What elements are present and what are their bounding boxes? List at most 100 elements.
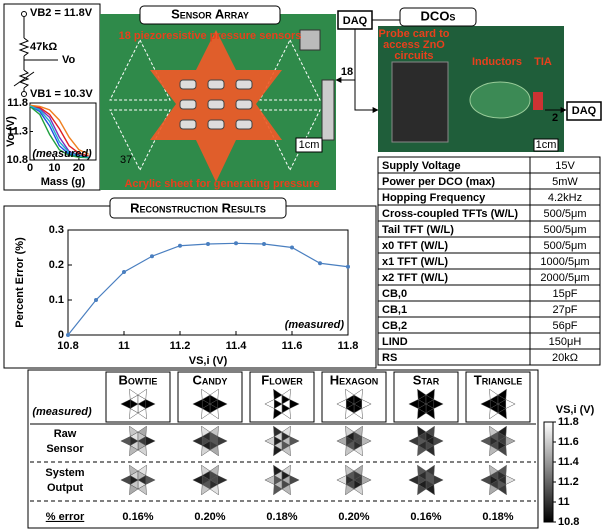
data-point bbox=[178, 244, 182, 248]
colorbar-tick-label: 10.8 bbox=[558, 516, 579, 528]
error-value: 0.16% bbox=[410, 511, 441, 523]
spec-value: 500/5μm bbox=[543, 208, 586, 220]
spec-value: 500/5μm bbox=[543, 240, 586, 252]
y-tick-label: 11.8 bbox=[7, 97, 28, 109]
x-tick-label: 0 bbox=[27, 162, 33, 174]
column-header: Candy bbox=[193, 372, 228, 387]
inset-annotation: (measured) bbox=[32, 148, 92, 160]
spec-value: 15pF bbox=[552, 288, 577, 300]
spec-name: Hopping Frequency bbox=[382, 192, 486, 204]
tia bbox=[533, 92, 543, 110]
figure: Sensor Array 18 piezoresistive pressure s… bbox=[0, 0, 604, 530]
row-header: Raw bbox=[54, 428, 77, 440]
chart-title: Reconstruction Results bbox=[130, 200, 266, 215]
spec-name: CB,1 bbox=[382, 304, 407, 316]
spec-name: LIND bbox=[382, 336, 408, 348]
colorbar bbox=[544, 422, 553, 522]
colorbar-tick-label: 11.8 bbox=[558, 416, 579, 428]
x-tick-label: 10 bbox=[48, 162, 60, 174]
data-point bbox=[318, 261, 322, 265]
y-tick-label: 0.1 bbox=[49, 294, 64, 306]
tia-label: TIA bbox=[534, 56, 552, 68]
inductor-board bbox=[470, 82, 530, 118]
spec-name: x1 TFT (W/L) bbox=[382, 256, 448, 268]
spec-value: 56pF bbox=[552, 320, 577, 332]
inductors-label: Inductors bbox=[472, 56, 522, 68]
bus-width: 18 bbox=[341, 66, 353, 78]
bus-arrow bbox=[355, 80, 378, 110]
colorbar-label: VS,i (V) bbox=[556, 404, 595, 416]
colorbar-tick-label: 11.2 bbox=[558, 476, 579, 488]
output-width: 2 bbox=[552, 112, 558, 124]
x-tick-label: 11.2 bbox=[170, 340, 191, 352]
data-point bbox=[66, 333, 70, 337]
acrylic-label: Acrylic sheet for generating pressure bbox=[124, 178, 319, 190]
spec-name: CB,0 bbox=[382, 288, 407, 300]
x-axis-label: VS,i (V) bbox=[189, 355, 228, 367]
x-tick-label: 11.6 bbox=[282, 340, 303, 352]
data-point bbox=[262, 242, 266, 246]
sensor-label: 18 piezoresistive pressure sensors bbox=[119, 30, 302, 42]
row-header: Output bbox=[47, 482, 83, 494]
probe-label: circuits bbox=[394, 50, 433, 62]
daq-label: DAQ bbox=[343, 15, 368, 27]
spec-value: 500/5μm bbox=[543, 224, 586, 236]
spec-value: 15V bbox=[555, 160, 575, 172]
y-tick-label: 10.8 bbox=[7, 154, 28, 166]
spec-value: 2000/5μm bbox=[540, 272, 589, 284]
x-tick-label: 11.8 bbox=[338, 340, 359, 352]
probe-card bbox=[392, 62, 448, 142]
error-value: 0.18% bbox=[266, 511, 297, 523]
annotation: (measured) bbox=[285, 319, 345, 331]
y-tick-label: 0.2 bbox=[49, 259, 64, 271]
spec-name: Supply Voltage bbox=[382, 160, 461, 172]
column-header: Hexagon bbox=[330, 372, 378, 387]
error-value: 0.20% bbox=[338, 511, 369, 523]
scale-label: 1cm bbox=[299, 139, 320, 151]
spec-name: Power per DCO (max) bbox=[382, 176, 495, 188]
spec-value: 5mW bbox=[552, 176, 578, 188]
data-point bbox=[122, 270, 126, 274]
daq-label: DAQ bbox=[572, 105, 597, 117]
spec-value: 27pF bbox=[552, 304, 577, 316]
data-point bbox=[234, 241, 238, 245]
circuit-label: VB2 = 11.8V bbox=[30, 7, 93, 19]
data-point bbox=[290, 246, 294, 250]
colorbar-tick-label: 11 bbox=[558, 496, 570, 508]
error-value: 0.16% bbox=[122, 511, 153, 523]
spec-value: 1000/5μm bbox=[540, 256, 589, 268]
x-tick-label: 11.4 bbox=[226, 340, 248, 352]
x-axis-label: Mass (g) bbox=[41, 176, 86, 188]
error-value: 0.18% bbox=[482, 511, 513, 523]
spec-name: x2 TFT (W/L) bbox=[382, 272, 448, 284]
connector bbox=[322, 80, 334, 140]
data-point bbox=[346, 265, 350, 269]
spec-name: CB,2 bbox=[382, 320, 407, 332]
scale-label: 1cm bbox=[536, 139, 557, 151]
data-point bbox=[94, 298, 98, 302]
colorbar-tick-label: 11.4 bbox=[558, 456, 580, 468]
panel-title: DCOs bbox=[421, 8, 456, 23]
column-header: Star bbox=[413, 372, 440, 387]
row-header: System bbox=[45, 467, 84, 479]
spec-value: 4.2kHz bbox=[548, 192, 582, 204]
circuit-label: Vo bbox=[62, 54, 76, 66]
y-tick-label: 0.3 bbox=[49, 224, 64, 236]
panel-title: Sensor Array bbox=[171, 6, 249, 21]
table-cell bbox=[378, 349, 530, 365]
circuit-label: VB1 = 10.3V bbox=[30, 88, 93, 100]
colorbar-tick-label: 11.6 bbox=[558, 436, 579, 448]
error-value: 0.20% bbox=[194, 511, 225, 523]
connector bbox=[300, 30, 320, 50]
spec-value: 150μH bbox=[549, 336, 582, 348]
y-axis-label: Percent Error (%) bbox=[14, 237, 26, 328]
spec-name: Tail TFT (W/L) bbox=[382, 224, 454, 236]
column-header: Bowtie bbox=[119, 372, 158, 387]
sensor-pads bbox=[180, 80, 252, 129]
row-header: Sensor bbox=[46, 443, 84, 455]
x-tick-label: 11 bbox=[118, 340, 130, 352]
data-point bbox=[206, 242, 210, 246]
board-id: 37 bbox=[120, 154, 132, 166]
spec-value: 20kΩ bbox=[552, 352, 578, 364]
column-header: Flower bbox=[261, 372, 303, 387]
